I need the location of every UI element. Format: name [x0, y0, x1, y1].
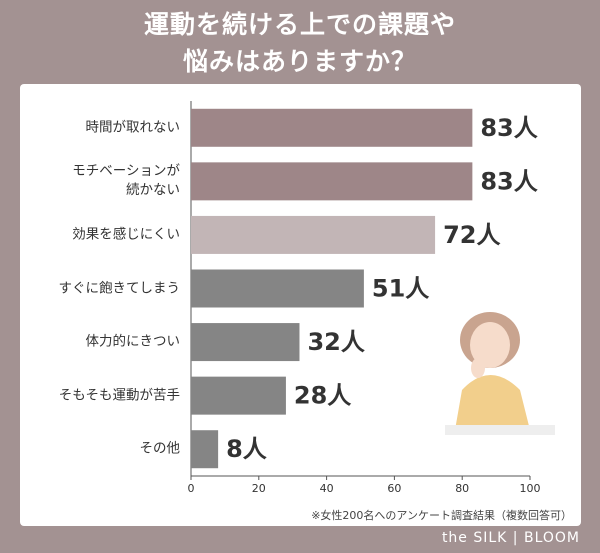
bar [191, 323, 300, 362]
bar [191, 108, 473, 147]
bar [191, 269, 364, 308]
bar [191, 376, 286, 415]
x-tick-label: 20 [252, 482, 266, 495]
category-label: 効果を感じにくい [72, 226, 180, 243]
x-tick-label: 100 [520, 482, 541, 495]
value-label: 51人 [372, 275, 429, 303]
x-tick-label: 60 [387, 482, 401, 495]
value-label: 83人 [480, 114, 537, 142]
category-label: モチベーションが 続かない [72, 163, 180, 199]
bar [191, 162, 473, 201]
category-label: 時間が取れない [85, 119, 181, 136]
category-label: すぐに飽きてしまう [58, 280, 181, 296]
title: 運動を続ける上での課題や 悩みはありますか？ [143, 10, 456, 76]
illustration [445, 312, 555, 435]
value-label: 72人 [443, 221, 500, 249]
value-label: 83人 [480, 167, 537, 195]
category-label: そもそも運動が苦手 [58, 387, 180, 404]
footnote: ※女性200名へのアンケート調査結果（複数回答可） [311, 509, 572, 522]
value-label: 28人 [294, 382, 351, 410]
category-label: 体力的にきつい [85, 333, 181, 350]
value-label: 32人 [307, 328, 364, 356]
x-tick-label: 40 [320, 482, 334, 495]
bar [191, 430, 219, 469]
x-tick-label: 0 [188, 482, 195, 495]
brand: the SILK | BLOOM [441, 530, 580, 546]
x-tick-label: 80 [455, 482, 469, 495]
bar [191, 215, 436, 254]
value-label: 8人 [226, 435, 267, 463]
category-label: その他 [139, 440, 181, 457]
